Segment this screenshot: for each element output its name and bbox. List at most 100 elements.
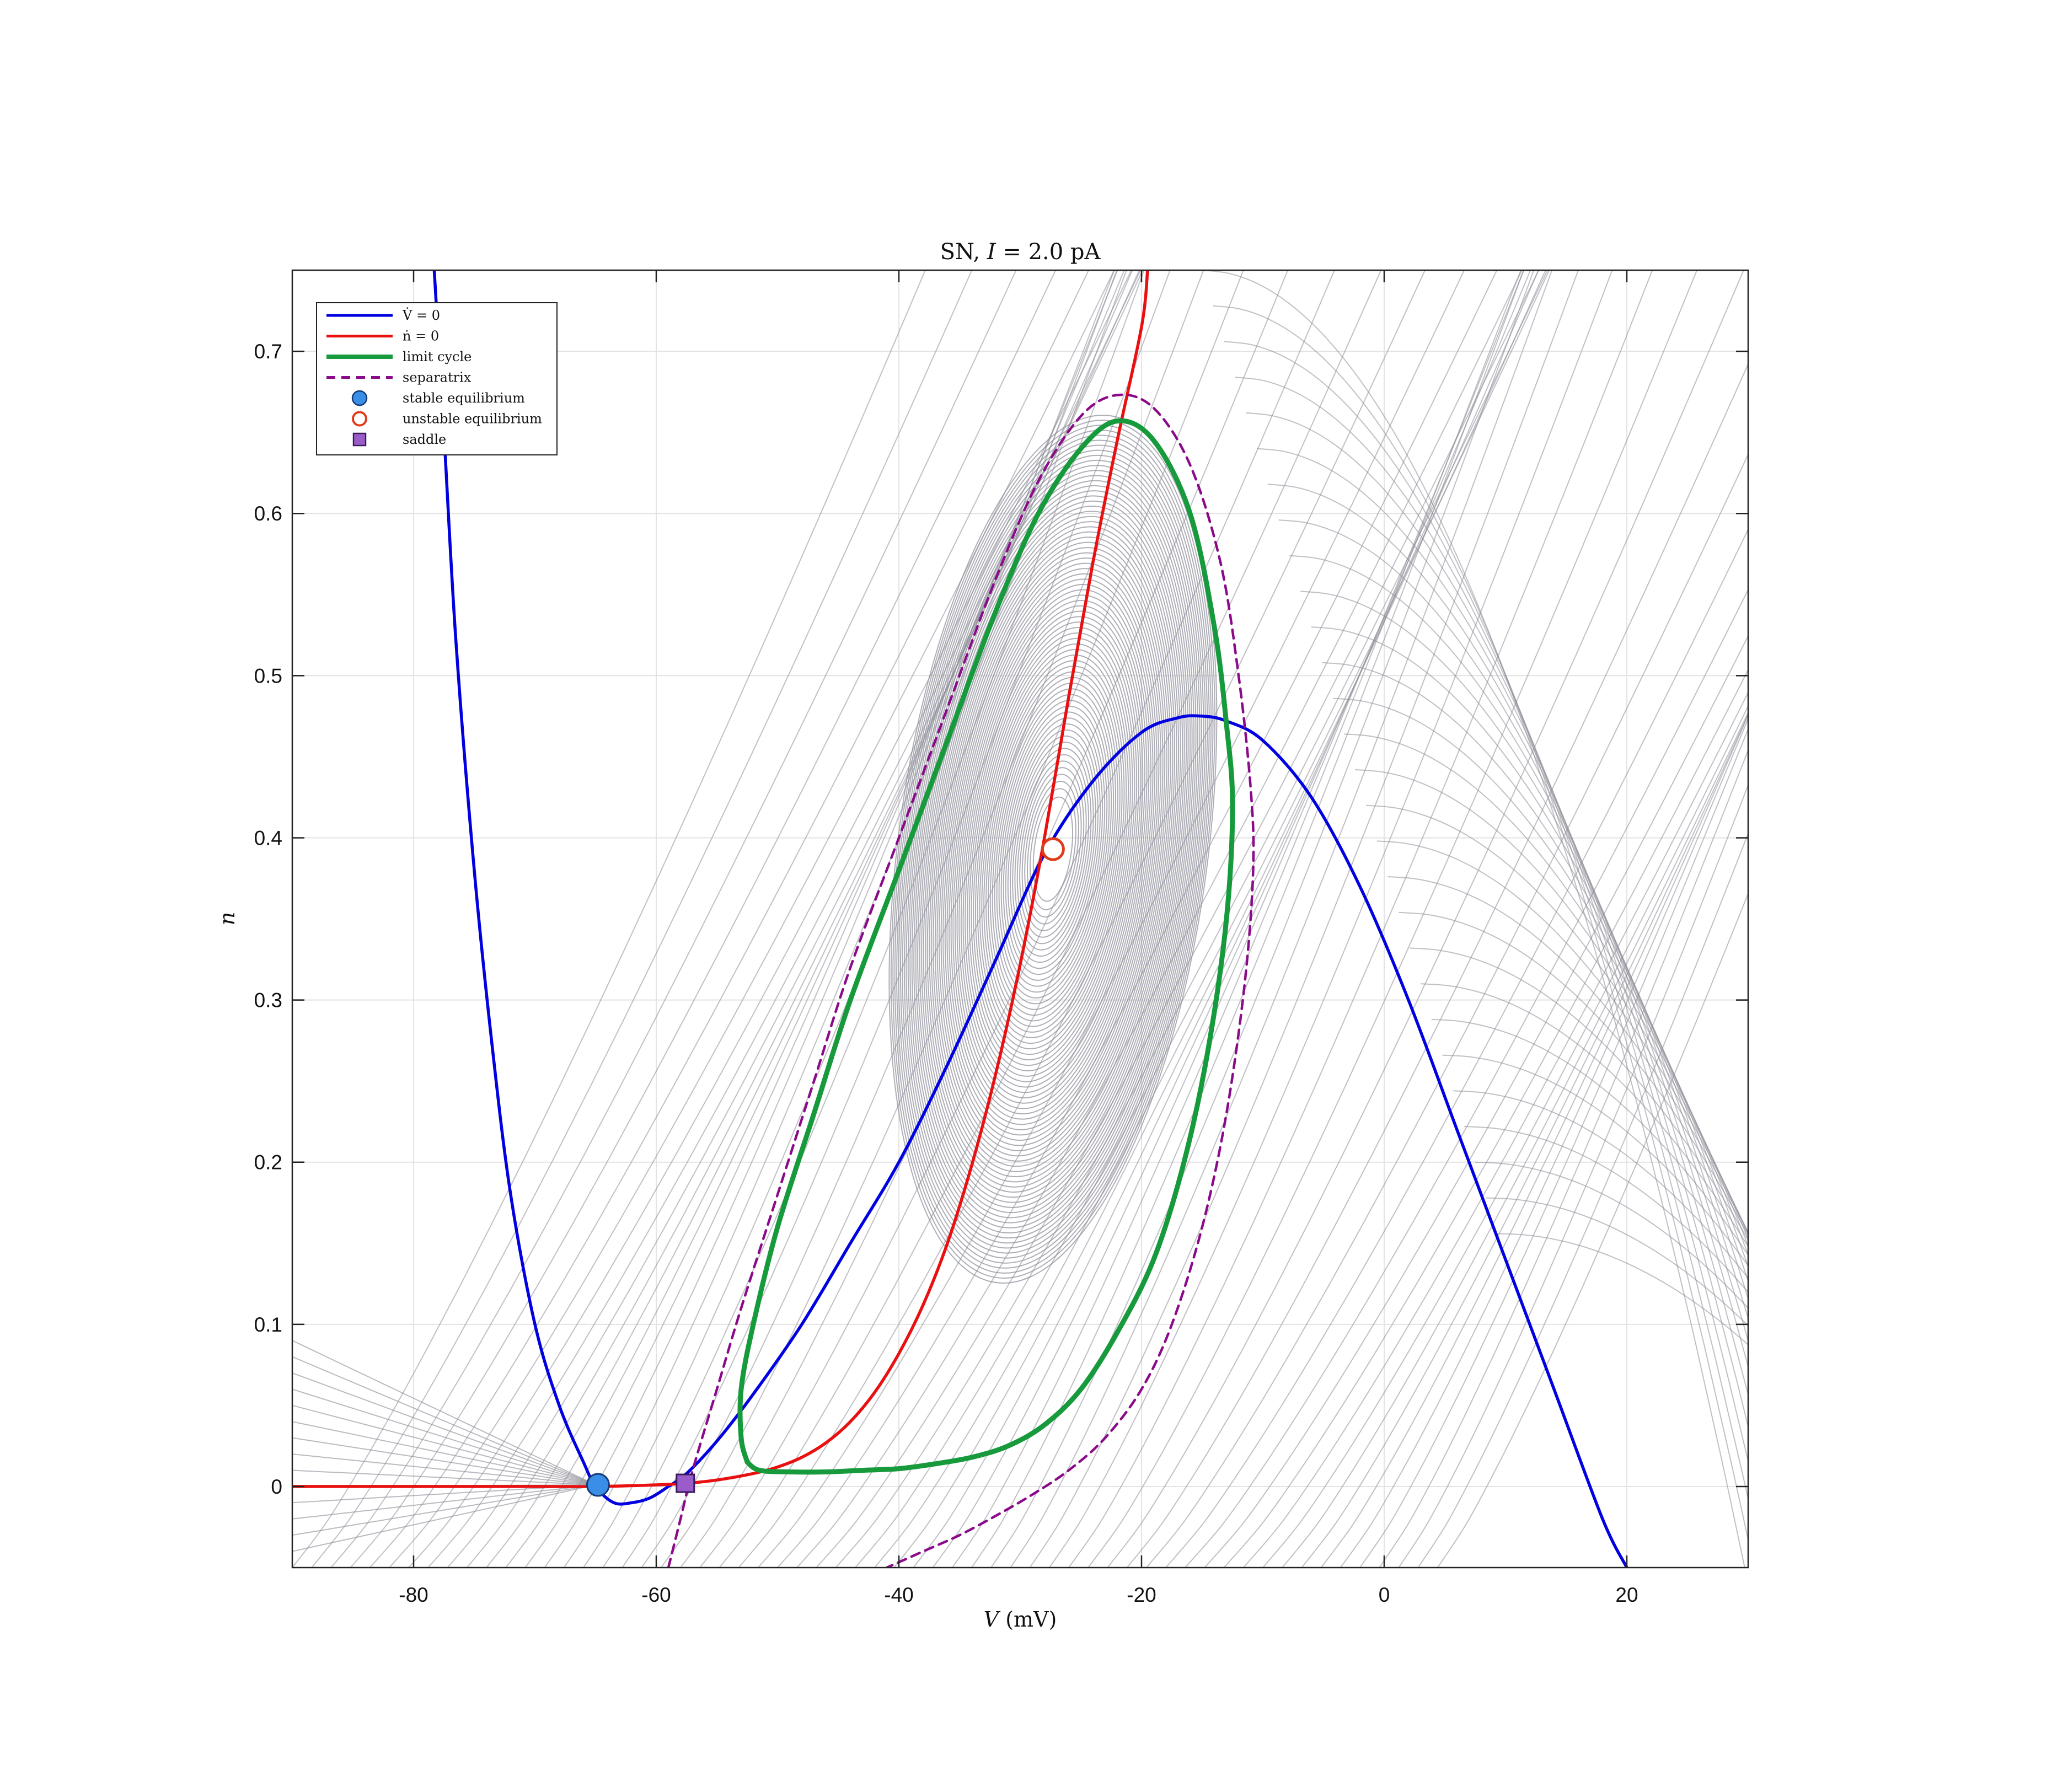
flow-trajectory — [996, 700, 1110, 999]
n-nullcline-line — [292, 270, 1149, 1488]
flow-trajectory — [956, 594, 1150, 1104]
flow-trajectory — [292, 1388, 596, 1485]
flow-trajectory — [719, 270, 1382, 1568]
flow-trajectory — [952, 583, 1154, 1115]
x-tick-label: -40 — [884, 1584, 913, 1606]
flow-trajectory — [1417, 832, 1748, 1568]
flow-trajectory — [1019, 760, 1087, 938]
title-variable: I — [987, 239, 997, 265]
flow-trajectory — [292, 1437, 596, 1485]
flow-trajectory — [427, 270, 1142, 1568]
flow-trajectory — [1301, 713, 1748, 1568]
legend-swatch-unstable — [352, 411, 367, 427]
flow-trajectory — [1398, 784, 1748, 1568]
flow-trajectory — [524, 270, 1118, 1568]
flow-trajectory — [1278, 519, 1748, 1343]
legend-entry: stable equilibrium — [351, 390, 525, 406]
title-prefix: SN, — [940, 239, 987, 265]
flow-trajectory — [1010, 270, 1553, 1568]
flow-trajectory — [888, 415, 1218, 1284]
flow-trajectory — [1453, 1090, 1748, 1279]
y-tick-label: 0.3 — [254, 989, 282, 1012]
flow-trajectory — [777, 270, 1498, 1568]
flow-trajectory — [902, 449, 1204, 1249]
x-tick-label: -20 — [1127, 1584, 1156, 1606]
flow-trajectory — [467, 270, 1140, 1568]
legend-swatch-saddle — [352, 432, 367, 447]
flow-trajectory — [1431, 1018, 1748, 1257]
legend-label: separatrix — [403, 370, 472, 385]
legend-entry: separatrix — [326, 370, 472, 385]
flow-trajectory — [1014, 748, 1092, 951]
x-tick-label: -60 — [641, 1584, 671, 1606]
flow-trajectory — [292, 1469, 596, 1485]
flow-trajectory — [738, 270, 1426, 1568]
flow-trajectory — [951, 270, 1521, 1568]
flow-trajectory — [1007, 729, 1099, 969]
legend-label: V̇ = 0 — [402, 308, 440, 323]
flow-trajectory — [1029, 270, 1579, 1568]
flow-trajectory — [1300, 591, 1748, 1300]
flow-trajectory — [1289, 555, 1748, 1320]
flow-trajectory — [929, 521, 1177, 1178]
x-axis-variable: V — [984, 1607, 1001, 1632]
flow-trajectory — [796, 270, 1523, 1568]
flow-trajectory — [946, 568, 1160, 1130]
flow-trajectory — [962, 610, 1144, 1088]
flow-trajectory — [1379, 749, 1748, 1568]
flow-trajectory — [1068, 270, 1653, 1568]
legend-entry: unstable equilibrium — [352, 411, 542, 427]
flow-trajectory — [544, 270, 1115, 1568]
flow-trajectory — [971, 270, 1525, 1568]
x-tick-label: 0 — [1379, 1584, 1390, 1606]
flow-trajectory — [948, 573, 1158, 1125]
flow-trajectory — [1009, 735, 1096, 963]
flow-trajectory — [292, 1453, 596, 1485]
flow-trajectory — [1146, 453, 1748, 1568]
flow-trajectory — [1464, 1126, 1748, 1294]
flow-trajectory — [893, 270, 1539, 1568]
flow-trajectory — [940, 552, 1166, 1146]
flow-trajectory — [311, 270, 973, 1568]
legend-label: limit cycle — [403, 349, 472, 364]
flow-trajectory — [1243, 691, 1748, 1568]
flow-trajectory — [369, 270, 1090, 1568]
flow-trajectory — [1475, 1161, 1748, 1309]
flow-trajectory — [958, 600, 1148, 1099]
flow-trajectory — [292, 1421, 596, 1485]
flow-trajectory — [1442, 1054, 1748, 1267]
flow-trajectory — [292, 1484, 596, 1552]
flow-trajectory — [942, 557, 1164, 1141]
flow-trajectory — [965, 616, 1142, 1082]
flow-trajectory — [874, 270, 1546, 1568]
flow-trajectory — [1029, 788, 1076, 910]
y-tick-label: 0.1 — [254, 1313, 282, 1336]
flow-trajectory — [1420, 983, 1748, 1248]
flow-trajectory — [898, 439, 1208, 1259]
legend-entry: saddle — [352, 432, 446, 447]
x-axis-unit: (mV) — [999, 1607, 1057, 1632]
legend-label: unstable equilibrium — [403, 411, 542, 427]
equilibrium-markers — [586, 837, 1065, 1497]
flow-trajectory — [1000, 711, 1106, 987]
flow-trajectory — [1355, 769, 1748, 1241]
flow-trajectory — [1376, 840, 1748, 1234]
flow-trajectory — [292, 1340, 596, 1485]
flow-trajectory — [350, 270, 1057, 1568]
saddle-marker — [676, 1473, 695, 1493]
trajectories — [292, 270, 1748, 1568]
flow-trajectory — [1311, 626, 1748, 1283]
flow-trajectory — [992, 688, 1115, 1010]
legend-swatch-stable — [351, 390, 368, 406]
legend: V̇ = 0 ṅ = 0 limit cycle separatrix stable e… — [316, 302, 558, 455]
flow-trajectory — [389, 270, 1115, 1568]
stable-equilibrium-marker — [586, 1473, 610, 1497]
flow-trajectory — [903, 454, 1203, 1244]
chart-title: SN, I = 2.0 pA — [940, 239, 1101, 265]
flow-trajectory — [1165, 528, 1748, 1568]
limit-cycle-line — [737, 418, 1235, 1475]
flow-trajectory — [292, 270, 926, 1568]
flow-trajectory — [1340, 717, 1748, 1568]
flow-trajectory — [1185, 588, 1748, 1568]
flow-trajectory — [292, 1484, 596, 1536]
